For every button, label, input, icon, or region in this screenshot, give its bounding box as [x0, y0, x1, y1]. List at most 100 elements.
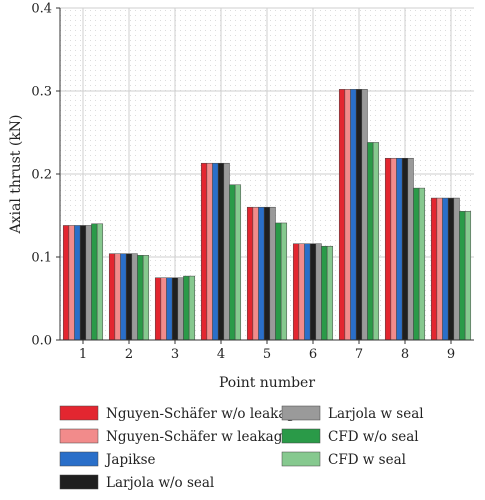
bar — [200, 162, 208, 341]
bar — [326, 245, 334, 341]
legend-item: Japikse — [59, 451, 156, 468]
x-tick-label: 6 — [309, 347, 317, 362]
bar — [275, 222, 282, 341]
bar — [223, 162, 230, 341]
bar — [372, 142, 380, 341]
legend-label: Japikse — [104, 452, 156, 468]
bar — [442, 197, 449, 341]
legend-item: Nguyen-Schäfer w/o leakage — [59, 405, 303, 422]
bar — [108, 253, 116, 341]
bar — [114, 253, 121, 341]
y-tick-label: 0.0 — [31, 334, 52, 349]
bar — [418, 187, 426, 341]
bar — [166, 277, 173, 341]
x-tick-label: 5 — [263, 347, 271, 362]
bar — [436, 197, 443, 341]
bar — [120, 253, 127, 341]
bar — [407, 157, 414, 341]
legend-swatch — [59, 405, 99, 421]
y-tick-label: 0.4 — [31, 2, 52, 17]
bar — [350, 89, 357, 341]
legend: Nguyen-Schäfer w/o leakage Nguyen-Schäfer… — [59, 405, 424, 491]
bar — [183, 275, 190, 341]
x-tick-label: 4 — [217, 347, 225, 362]
bar — [447, 197, 455, 341]
bar — [252, 206, 259, 341]
bar — [344, 89, 351, 341]
y-tick-label: 0.1 — [31, 251, 52, 266]
bar — [62, 225, 70, 341]
bar — [453, 197, 460, 341]
bar — [309, 243, 317, 341]
legend-swatch — [59, 451, 99, 467]
bar — [464, 211, 472, 341]
bar — [229, 184, 236, 341]
legend-item: Nguyen-Schäfer w leakage — [59, 428, 290, 445]
legend-item: Larjola w/o seal — [59, 474, 214, 491]
bar — [246, 206, 254, 341]
legend-swatch — [59, 428, 99, 444]
bar — [96, 223, 104, 341]
legend-item: CFD w seal — [281, 451, 406, 468]
x-axis-title: Point number — [219, 375, 315, 391]
legend-swatch — [59, 474, 99, 490]
bar — [338, 89, 346, 341]
bar — [142, 255, 150, 341]
legend-label: CFD w seal — [328, 452, 406, 468]
bar — [430, 197, 438, 341]
x-tick-label: 8 — [401, 347, 409, 362]
bar — [217, 162, 225, 341]
legend-label: Larjola w seal — [328, 406, 424, 422]
legend-label: Nguyen-Schäfer w leakage — [106, 429, 290, 445]
x-tick-labels: 1 2 3 4 5 6 7 8 9 — [79, 347, 455, 362]
bar — [125, 253, 133, 341]
x-tick-label: 1 — [79, 347, 87, 362]
bar — [234, 184, 242, 341]
bar — [79, 225, 87, 341]
bar — [390, 157, 397, 341]
bar — [384, 157, 392, 341]
x-tick-label: 3 — [171, 347, 179, 362]
bar — [188, 275, 196, 341]
bar — [367, 142, 374, 341]
bar — [396, 157, 403, 341]
y-tick-labels: 0.0 0.1 0.2 0.3 0.4 — [31, 2, 52, 349]
legend-item: Larjola w seal — [281, 405, 424, 422]
legend-swatch — [281, 451, 321, 467]
y-axis-title: Axial thrust (kN) — [8, 114, 24, 234]
bars-group — [62, 89, 472, 341]
bar — [304, 243, 311, 341]
bar — [315, 243, 322, 341]
bar — [459, 211, 466, 341]
bar — [131, 253, 138, 341]
bar — [401, 157, 409, 341]
bar — [269, 206, 276, 341]
bar — [137, 255, 144, 341]
bar — [361, 89, 368, 341]
legend-label: Larjola w/o seal — [106, 475, 214, 491]
bar — [298, 243, 305, 341]
legend-label: Nguyen-Schäfer w/o leakage — [106, 406, 303, 422]
x-tick-label: 7 — [355, 347, 363, 362]
bar — [292, 243, 300, 341]
legend-swatch — [281, 428, 321, 444]
x-tick-label: 9 — [447, 347, 455, 362]
bar — [413, 187, 420, 341]
bar — [212, 162, 219, 341]
bar — [91, 223, 98, 341]
bar — [177, 277, 184, 341]
y-tick-label: 0.3 — [31, 85, 52, 100]
bar — [74, 225, 81, 341]
bar — [321, 245, 328, 341]
bar — [263, 206, 271, 341]
bar — [160, 277, 167, 341]
bar — [171, 277, 179, 341]
bar — [206, 162, 213, 341]
bar — [258, 206, 265, 341]
bar — [68, 225, 75, 341]
legend-label: CFD w/o seal — [328, 429, 419, 445]
bar — [355, 89, 363, 341]
y-tick-label: 0.2 — [31, 168, 52, 183]
legend-item: CFD w/o seal — [281, 428, 419, 445]
